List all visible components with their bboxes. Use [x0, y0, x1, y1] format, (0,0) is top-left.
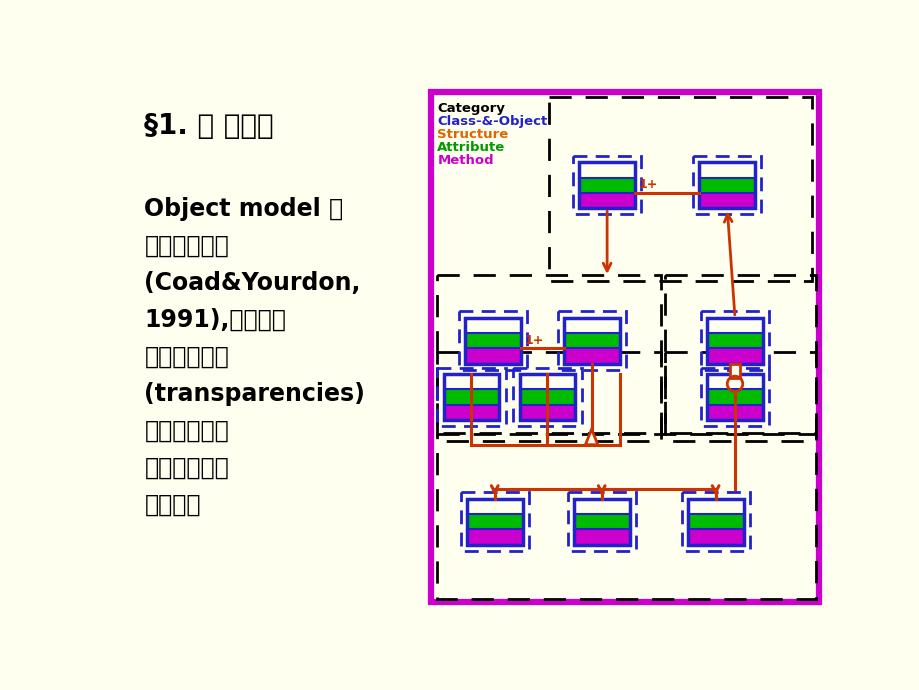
Bar [579, 162, 634, 208]
Bar [519, 374, 574, 420]
Text: (Coad&Yourdon,: (Coad&Yourdon, [144, 270, 360, 295]
Bar [465, 333, 520, 348]
Bar [698, 162, 754, 208]
Bar [707, 317, 762, 364]
Text: 1+: 1+ [638, 178, 657, 191]
Bar [465, 317, 520, 364]
Bar [567, 493, 635, 551]
Bar [700, 311, 768, 370]
Bar [431, 92, 818, 602]
Bar [563, 317, 618, 364]
Bar [579, 177, 634, 193]
Bar [519, 374, 574, 389]
Bar [664, 353, 815, 441]
Bar [573, 529, 629, 546]
Bar [443, 374, 499, 389]
Text: Object model 由: Object model 由 [144, 197, 343, 221]
Bar [573, 499, 629, 514]
Bar [465, 317, 520, 333]
Bar [687, 514, 743, 529]
Bar [443, 404, 499, 421]
Text: 1991),相当于把: 1991),相当于把 [144, 308, 286, 332]
Bar [466, 529, 522, 546]
Bar [466, 499, 522, 514]
Bar [579, 193, 634, 209]
Bar [437, 353, 661, 441]
Bar [687, 529, 743, 546]
Text: 的细节。: 的细节。 [144, 493, 200, 516]
Bar [466, 514, 522, 529]
Bar [573, 514, 629, 529]
Bar [437, 434, 815, 600]
Bar [459, 311, 527, 370]
Bar [698, 177, 754, 193]
Text: 1+: 1+ [524, 334, 543, 347]
Bar [557, 311, 625, 370]
Text: 五张透明胶片: 五张透明胶片 [144, 344, 229, 368]
Bar [563, 348, 618, 364]
Text: Attribute: Attribute [437, 141, 505, 155]
Bar [460, 493, 528, 551]
Bar [707, 374, 762, 420]
Bar [519, 389, 574, 404]
Bar [437, 368, 505, 426]
Bar [563, 333, 618, 348]
Bar [443, 374, 499, 420]
Bar [698, 193, 754, 209]
Bar [729, 364, 740, 377]
Bar [563, 317, 618, 333]
Text: 一层显示更多: 一层显示更多 [144, 455, 229, 480]
Bar [465, 348, 520, 364]
Bar [664, 275, 815, 433]
Text: (transparencies): (transparencies) [144, 382, 365, 406]
Bar [707, 374, 762, 389]
Bar [549, 97, 811, 282]
Bar [519, 404, 574, 421]
Text: §1. 基 本过程: §1. 基 本过程 [144, 112, 274, 140]
Bar [687, 499, 743, 514]
Text: 五个层次组成: 五个层次组成 [144, 234, 229, 258]
Bar [573, 156, 641, 215]
Text: 叠在一起，每: 叠在一起，每 [144, 419, 229, 442]
Text: Method: Method [437, 155, 494, 168]
Text: Category: Category [437, 102, 505, 115]
Bar [707, 317, 762, 333]
Polygon shape [584, 429, 597, 444]
Bar [692, 156, 761, 215]
Bar [698, 162, 754, 177]
Bar [466, 499, 522, 545]
Bar [687, 499, 743, 545]
Bar [707, 333, 762, 348]
Bar [573, 499, 629, 545]
Bar [513, 368, 581, 426]
Bar [443, 389, 499, 404]
Bar [707, 348, 762, 364]
Text: Class-&-Object: Class-&-Object [437, 115, 547, 128]
Bar [707, 404, 762, 421]
Bar [707, 389, 762, 404]
Text: Structure: Structure [437, 128, 508, 141]
Bar [681, 493, 749, 551]
Bar [700, 368, 768, 426]
Bar [437, 275, 661, 433]
Bar [579, 162, 634, 177]
